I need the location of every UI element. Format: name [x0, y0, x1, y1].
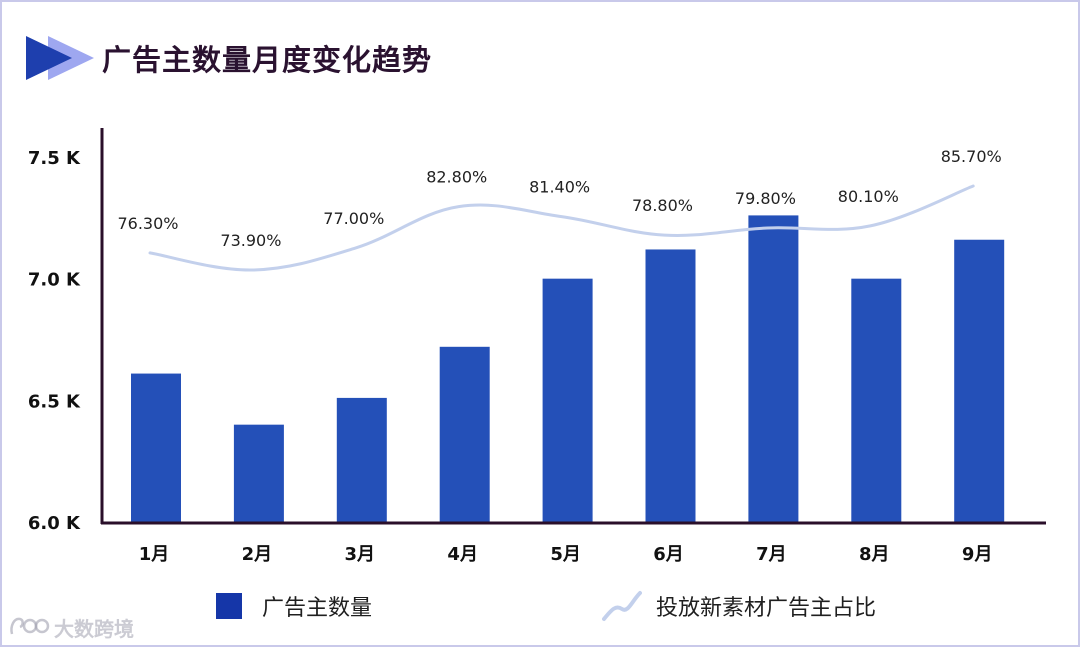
line-data-label: 81.40%: [529, 178, 590, 197]
bar-9: [954, 239, 1005, 522]
bar-1: [131, 373, 181, 522]
watermark-text: 大数跨境: [54, 616, 134, 641]
line-data-label: 85.70%: [941, 147, 1002, 166]
bar-3: [336, 397, 387, 522]
double-arrow-icon: [26, 34, 96, 82]
legend-line-icon: [602, 591, 642, 621]
bar-7: [748, 215, 799, 522]
y-tick-label: 6.0 K: [28, 513, 81, 534]
x-tick-label: 1月: [139, 544, 170, 565]
line-data-label: 80.10%: [838, 187, 899, 206]
bar-2: [233, 424, 284, 522]
logo-icon: [10, 617, 50, 635]
legend-item-line: 投放新素材广告主占比: [602, 588, 876, 624]
y-tick-label: 6.5 K: [28, 391, 81, 412]
series-line-ratio: [148, 184, 975, 272]
x-tick-label: 2月: [242, 544, 273, 565]
line-data-label: 78.80%: [632, 196, 693, 215]
x-tick-label: 3月: [345, 544, 376, 565]
legend-bar-label: 广告主数量: [262, 596, 373, 621]
bar-8: [851, 278, 902, 522]
legend-item-bar: 广告主数量: [216, 588, 372, 624]
x-tick-label: 9月: [962, 544, 993, 565]
bar-5: [542, 278, 593, 522]
line-data-label: 82.80%: [426, 168, 487, 187]
x-tick-label: 8月: [859, 544, 890, 565]
arrow-dark-shape: [26, 36, 72, 80]
legend-line-label: 投放新素材广告主占比: [656, 596, 877, 621]
x-tick-label: 6月: [653, 544, 684, 565]
line-data-label: 79.80%: [735, 189, 796, 208]
y-tick-label: 7.0 K: [28, 270, 81, 291]
line-data-label: 76.30%: [117, 214, 178, 233]
bar-6: [645, 249, 696, 522]
line-data-label: 73.90%: [220, 231, 281, 250]
chart-title: 广告主数量月度变化趋势: [102, 43, 433, 77]
x-tick-label: 4月: [447, 544, 478, 565]
legend-bar-swatch: [216, 593, 242, 619]
line-data-label: 77.00%: [323, 209, 384, 228]
x-tick-label: 7月: [756, 544, 787, 565]
title-row: 广告主数量月度变化趋势: [26, 34, 432, 82]
x-tick-label: 5月: [550, 544, 581, 565]
watermark: 大数跨境: [8, 612, 134, 642]
bar-4: [439, 346, 490, 522]
y-tick-label: 7.5 K: [28, 148, 81, 169]
